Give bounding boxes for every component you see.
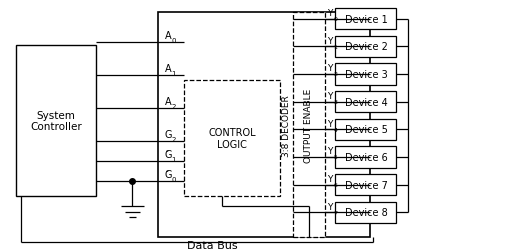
- Text: Device 5: Device 5: [344, 125, 387, 135]
- Bar: [336, 64, 396, 85]
- Text: A: A: [164, 64, 171, 74]
- Text: Y: Y: [327, 92, 332, 101]
- Bar: [184, 81, 280, 196]
- Text: 1: 1: [171, 71, 176, 77]
- Text: 3: 3: [334, 100, 337, 105]
- Text: Device 6: Device 6: [344, 152, 387, 162]
- Text: 4: 4: [334, 127, 337, 132]
- Text: 6: 6: [334, 182, 337, 187]
- Text: 2: 2: [171, 136, 176, 142]
- Text: 0: 0: [171, 38, 176, 44]
- Text: 1: 1: [171, 156, 176, 162]
- Text: Y: Y: [327, 147, 332, 156]
- Text: Data Bus: Data Bus: [187, 240, 238, 250]
- Text: A: A: [164, 97, 171, 106]
- Text: System
Controller: System Controller: [31, 110, 82, 132]
- Bar: [16, 46, 96, 196]
- Bar: [336, 202, 396, 223]
- Bar: [293, 13, 325, 238]
- Text: 2: 2: [171, 104, 176, 109]
- Bar: [336, 9, 396, 30]
- Bar: [336, 147, 396, 168]
- Text: OUTPUT ENABLE: OUTPUT ENABLE: [304, 88, 313, 162]
- Text: G: G: [164, 169, 172, 179]
- Text: 1: 1: [334, 45, 337, 50]
- Text: 0: 0: [171, 176, 176, 182]
- Text: CONTROL
LOGIC: CONTROL LOGIC: [208, 128, 256, 149]
- Bar: [336, 91, 396, 113]
- Text: Y: Y: [327, 9, 332, 18]
- Bar: [336, 174, 396, 196]
- Text: Device 2: Device 2: [344, 42, 387, 52]
- Text: 2: 2: [334, 72, 337, 77]
- Bar: [159, 13, 370, 238]
- Bar: [336, 119, 396, 140]
- Text: Y: Y: [327, 202, 332, 211]
- Text: G: G: [164, 129, 172, 139]
- Text: Device 4: Device 4: [344, 97, 387, 107]
- Text: G: G: [164, 149, 172, 159]
- Text: 5: 5: [334, 155, 337, 160]
- Text: Y: Y: [327, 174, 332, 183]
- Text: Y: Y: [327, 37, 332, 46]
- Text: Device 8: Device 8: [344, 207, 387, 217]
- Text: A: A: [164, 31, 171, 41]
- Text: 0: 0: [334, 17, 337, 22]
- Text: 7: 7: [334, 210, 337, 215]
- Text: Device 1: Device 1: [344, 15, 387, 24]
- Text: Device 3: Device 3: [344, 70, 387, 80]
- Text: Y: Y: [327, 64, 332, 73]
- Text: 3:8 DECODER: 3:8 DECODER: [282, 94, 291, 156]
- Text: Y: Y: [327, 119, 332, 128]
- Text: Device 7: Device 7: [344, 180, 387, 190]
- Bar: [336, 36, 396, 58]
